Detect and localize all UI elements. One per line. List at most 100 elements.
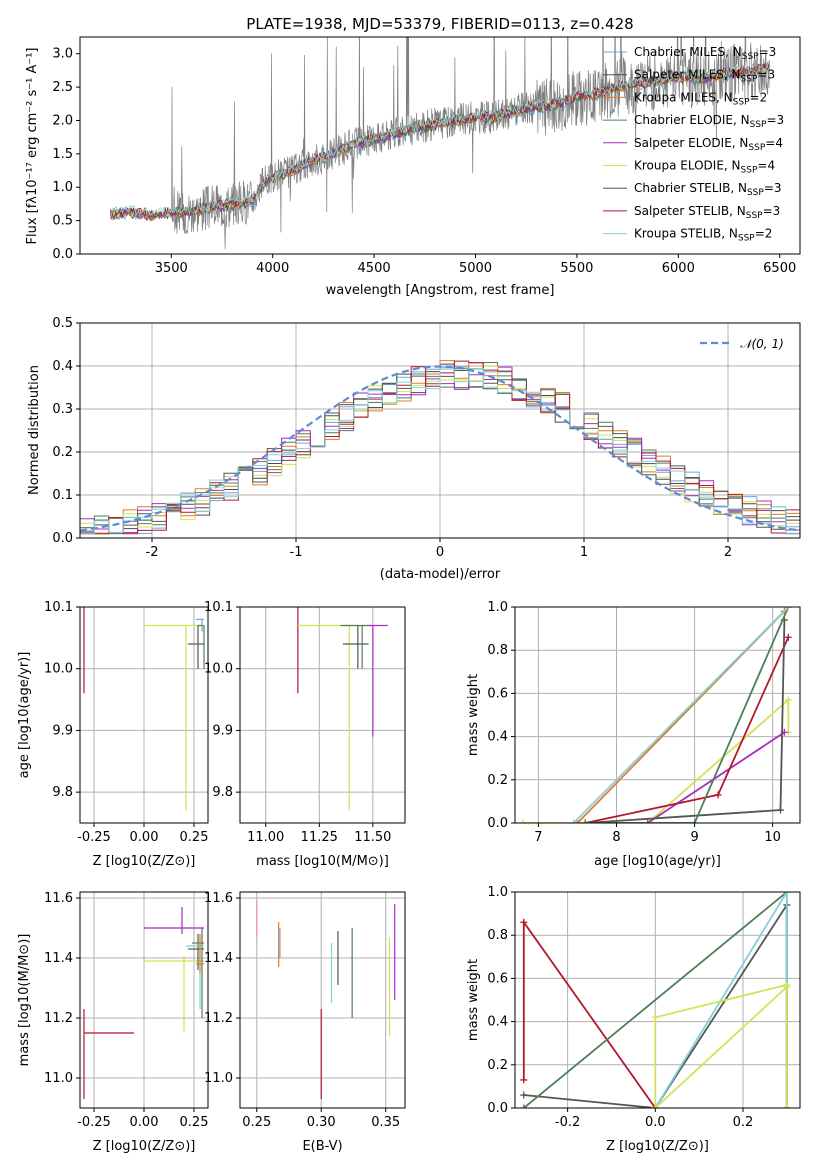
errorbar-point — [297, 607, 299, 694]
x-tick-label: 0.25 — [242, 1115, 271, 1130]
weight_vs_Z-plot-area — [520, 892, 791, 1108]
y-tick-label: 1.0 — [52, 180, 73, 195]
x-tick-label: 0 — [436, 545, 444, 560]
axes-frame — [514, 606, 801, 824]
errorbar-point — [198, 624, 205, 669]
weight-series-line — [572, 607, 789, 823]
model-spectrum-line — [110, 61, 770, 217]
errorbar-point — [144, 907, 204, 934]
y-tick-label: 10.0 — [44, 662, 73, 677]
y-tick-label: 0.8 — [487, 928, 508, 943]
x-tick-label: 6500 — [763, 261, 796, 276]
y-tick-label: 0.8 — [487, 643, 508, 658]
legend-entry: Salpeter ELODIE, NSSP=4 — [634, 136, 783, 153]
y-tick-label: 0.6 — [487, 686, 508, 701]
y-tick-label: 11.2 — [44, 1011, 73, 1026]
weight-marker — [783, 1104, 791, 1108]
x-axis-label: (data-model)/error — [380, 567, 501, 582]
y-tick-label: 0.2 — [487, 1058, 508, 1073]
y-tick-label: 0.0 — [487, 1101, 508, 1116]
weight-marker — [784, 633, 792, 641]
age_vs_Z-axes: -0.25 0.00 0.25 9.8 9.9 10.0 10.1 Z [log10(Z/Z⊙… — [17, 600, 209, 869]
y-axis-label: Flux [fλ10⁻¹⁷ erg cm⁻² s⁻¹ A⁻¹] — [25, 48, 40, 245]
y-tick-label: 0.5 — [52, 316, 73, 331]
errorbar-point — [186, 940, 204, 1009]
weight-series-line — [654, 983, 788, 1108]
errorbar-point — [196, 934, 204, 973]
x-axis-label: E(B-V) — [302, 1139, 342, 1154]
weight-marker — [783, 892, 791, 896]
y-axis-label: age [log10(age/yr)] — [17, 652, 32, 779]
spectrum-plot-area — [110, 37, 770, 250]
residual-histogram — [80, 368, 800, 535]
x-axis-label: mass [log10(M/M⊙)] — [256, 854, 389, 869]
weight-marker — [520, 918, 528, 926]
weight-series-line — [654, 986, 788, 1108]
legend-entry: Salpeter STELIB, NSSP=3 — [634, 204, 780, 221]
y-tick-label: 11.6 — [204, 891, 233, 906]
y-axis-label: Normed distribution — [27, 365, 42, 495]
spectrum-axes: 3500 4000 4500 5000 5500 6000 6500 0.0 0.5 1.0 1.5… — [25, 36, 801, 298]
weight-marker — [644, 819, 652, 823]
axes-frame — [79, 322, 801, 539]
x-tick-label: 10 — [764, 830, 781, 845]
y-tick-label: 9.8 — [212, 785, 233, 800]
spectrum-legend: Chabrier MILES, NSSP=3 Salpeter MILES, NS… — [603, 45, 784, 244]
x-tick-label: 0.2 — [733, 1115, 754, 1130]
weight-marker — [520, 1104, 528, 1108]
x-tick-label: 6000 — [662, 261, 695, 276]
x-tick-label: 8 — [612, 830, 620, 845]
x-tick-label: 0.30 — [307, 1115, 336, 1130]
x-tick-label: 0.25 — [180, 1115, 209, 1130]
weight-marker — [776, 806, 784, 814]
legend-entry: 𝒩(0, 1) — [740, 337, 784, 351]
axes-frame — [79, 891, 209, 1109]
x-tick-label: 1 — [580, 545, 588, 560]
legend-entry: Kroupa MILES, NSSP=2 — [634, 90, 767, 107]
weight-series-line — [522, 697, 790, 823]
weight-marker — [714, 791, 722, 799]
x-tick-label: -0.2 — [555, 1115, 580, 1130]
errorbar-point — [192, 928, 204, 1018]
y-tick-label: 2.0 — [52, 113, 73, 128]
x-tick-label: -1 — [290, 545, 303, 560]
x-tick-label: 0.35 — [371, 1115, 400, 1130]
x-tick-label: 11.00 — [247, 830, 284, 845]
weight-series-line — [647, 731, 785, 823]
weight-marker — [784, 696, 792, 704]
weight_vs_age-plot-area — [519, 607, 792, 823]
y-tick-label: 0.2 — [52, 445, 73, 460]
residual-histogram — [80, 365, 800, 535]
y-tick-label: 11.2 — [204, 1011, 233, 1026]
y-tick-label: 3.0 — [52, 47, 73, 62]
y-tick-label: 0.0 — [52, 247, 73, 262]
errorbar-point — [144, 955, 204, 1033]
y-tick-label: 1.0 — [487, 600, 508, 615]
mass_vs_EBV-plot-area — [256, 901, 396, 1099]
weight-marker — [573, 819, 581, 823]
age_vs_mass-plot-area — [297, 607, 388, 811]
y-tick-label: 0.4 — [52, 359, 73, 374]
mass_vs_Z-plot-area — [83, 907, 204, 1099]
x-tick-label: 4000 — [256, 261, 289, 276]
residuals-plot-area — [80, 360, 800, 535]
x-axis-label: wavelength [Angstrom, rest frame] — [326, 283, 555, 298]
weight-marker — [651, 1013, 659, 1021]
weight-marker — [783, 983, 791, 991]
x-tick-label: 0.00 — [130, 1115, 159, 1130]
weight-marker — [784, 607, 792, 611]
mass_vs_EBV-axes: 0.25 0.30 0.35 11.0 11.2 11.4 11.6 E(B-V) — [204, 891, 406, 1154]
weight-marker — [570, 819, 578, 823]
errorbar-point — [368, 624, 388, 737]
observed-spectrum-line — [110, 37, 770, 250]
legend-entry: Chabrier ELODIE, NSSP=3 — [634, 113, 784, 130]
x-tick-label: 3500 — [155, 261, 188, 276]
errorbar-point — [297, 624, 371, 811]
y-tick-label: 11.0 — [204, 1071, 233, 1086]
x-tick-label: 4500 — [358, 261, 391, 276]
errorbar-point — [144, 624, 202, 811]
errorbar-point — [188, 625, 204, 669]
errorbar-point — [340, 624, 371, 669]
y-tick-label: 2.5 — [52, 80, 73, 95]
